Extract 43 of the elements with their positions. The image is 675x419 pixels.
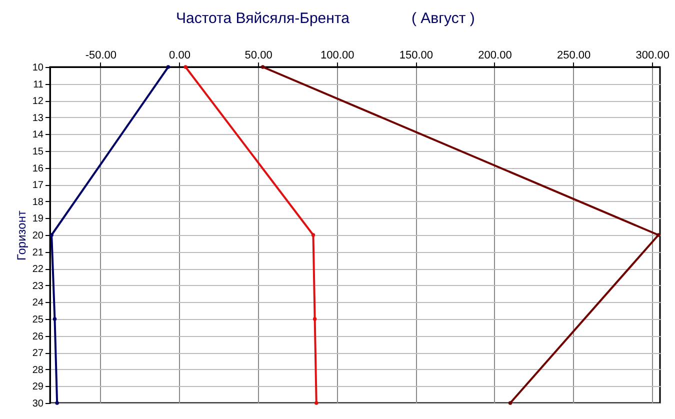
y-tick-label: 29: [32, 382, 44, 393]
y-tick-label: 18: [32, 196, 44, 208]
y-tick-label: 24: [32, 298, 44, 309]
point: [260, 65, 265, 69]
x-tick-label: 200.00: [478, 50, 512, 62]
y-tick-label: 25: [32, 314, 44, 326]
point: [314, 401, 318, 405]
y-tick-label: 27: [32, 348, 44, 360]
point: [184, 65, 188, 69]
point: [50, 233, 54, 237]
y-tick-label: 12: [32, 96, 44, 108]
y-tick-label: 26: [32, 331, 44, 342]
y-tick-label: 22: [32, 264, 44, 276]
y-tick-label: 15: [32, 146, 44, 158]
point: [55, 401, 59, 405]
x-tick-label: 150.00: [399, 50, 434, 62]
chart-subtitle: ( Август ): [411, 10, 475, 27]
point: [656, 233, 660, 237]
y-tick-label: 28: [32, 364, 44, 376]
x-tick-label: 100.00: [320, 50, 354, 62]
point: [166, 65, 170, 69]
point: [508, 401, 512, 405]
x-tick-label: 0.00: [169, 50, 190, 62]
point: [311, 233, 316, 237]
y-tick-label: 14: [32, 130, 44, 141]
y-tick-label: 10: [32, 62, 44, 74]
x-tick-label: 250.00: [556, 50, 591, 62]
x-tick-label: 300.00: [636, 50, 670, 62]
y-tick-label: 21: [32, 247, 44, 258]
x-tick-label: -50.00: [85, 50, 117, 62]
y-tick-label: 19: [32, 214, 44, 225]
y-tick-label: 16: [32, 163, 44, 174]
y-tick-label: 13: [32, 112, 44, 124]
y-axis-title: Горизонт: [14, 210, 28, 260]
y-tick-label: 30: [32, 398, 44, 410]
point: [312, 317, 317, 321]
point: [52, 317, 57, 321]
y-tick-label: 11: [33, 79, 44, 90]
y-tick-label: 23: [32, 280, 44, 292]
y-tick-label: 17: [32, 180, 44, 192]
y-tick-label: 20: [32, 230, 44, 242]
chart-title: Частота Вяйсяля-Брента: [176, 10, 350, 27]
x-tick-label: 50.00: [244, 50, 272, 62]
